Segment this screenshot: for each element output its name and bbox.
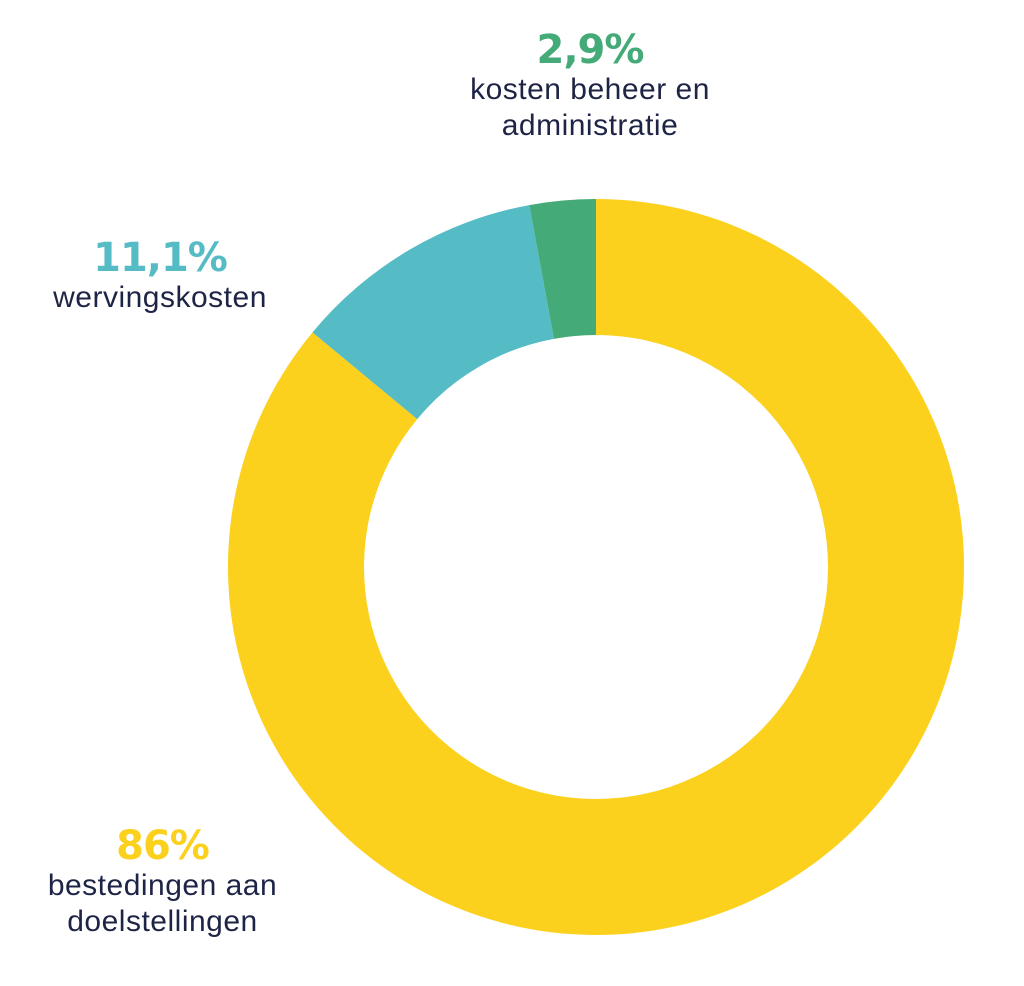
slice-percentage-werving: 11,1% <box>93 235 228 281</box>
slice-label-doel: 86% bestedingen aan doelstellingen <box>20 824 305 940</box>
slice-label-werving: 11,1% wervingskosten <box>20 236 300 316</box>
slice-doelstellingen <box>228 199 965 935</box>
slice-admin <box>529 199 596 339</box>
slice-description-werving: wervingskosten <box>53 281 267 314</box>
slice-label-admin: 2,9% kosten beheer en administratie <box>440 28 740 144</box>
slice-description-admin: kosten beheer en administratie <box>470 73 710 142</box>
slice-werving <box>312 205 554 420</box>
slice-description-doel: bestedingen aan doelstellingen <box>47 869 278 938</box>
slice-percentage-doel: 86% <box>116 823 210 869</box>
slice-percentage-admin: 2,9% <box>536 27 645 73</box>
